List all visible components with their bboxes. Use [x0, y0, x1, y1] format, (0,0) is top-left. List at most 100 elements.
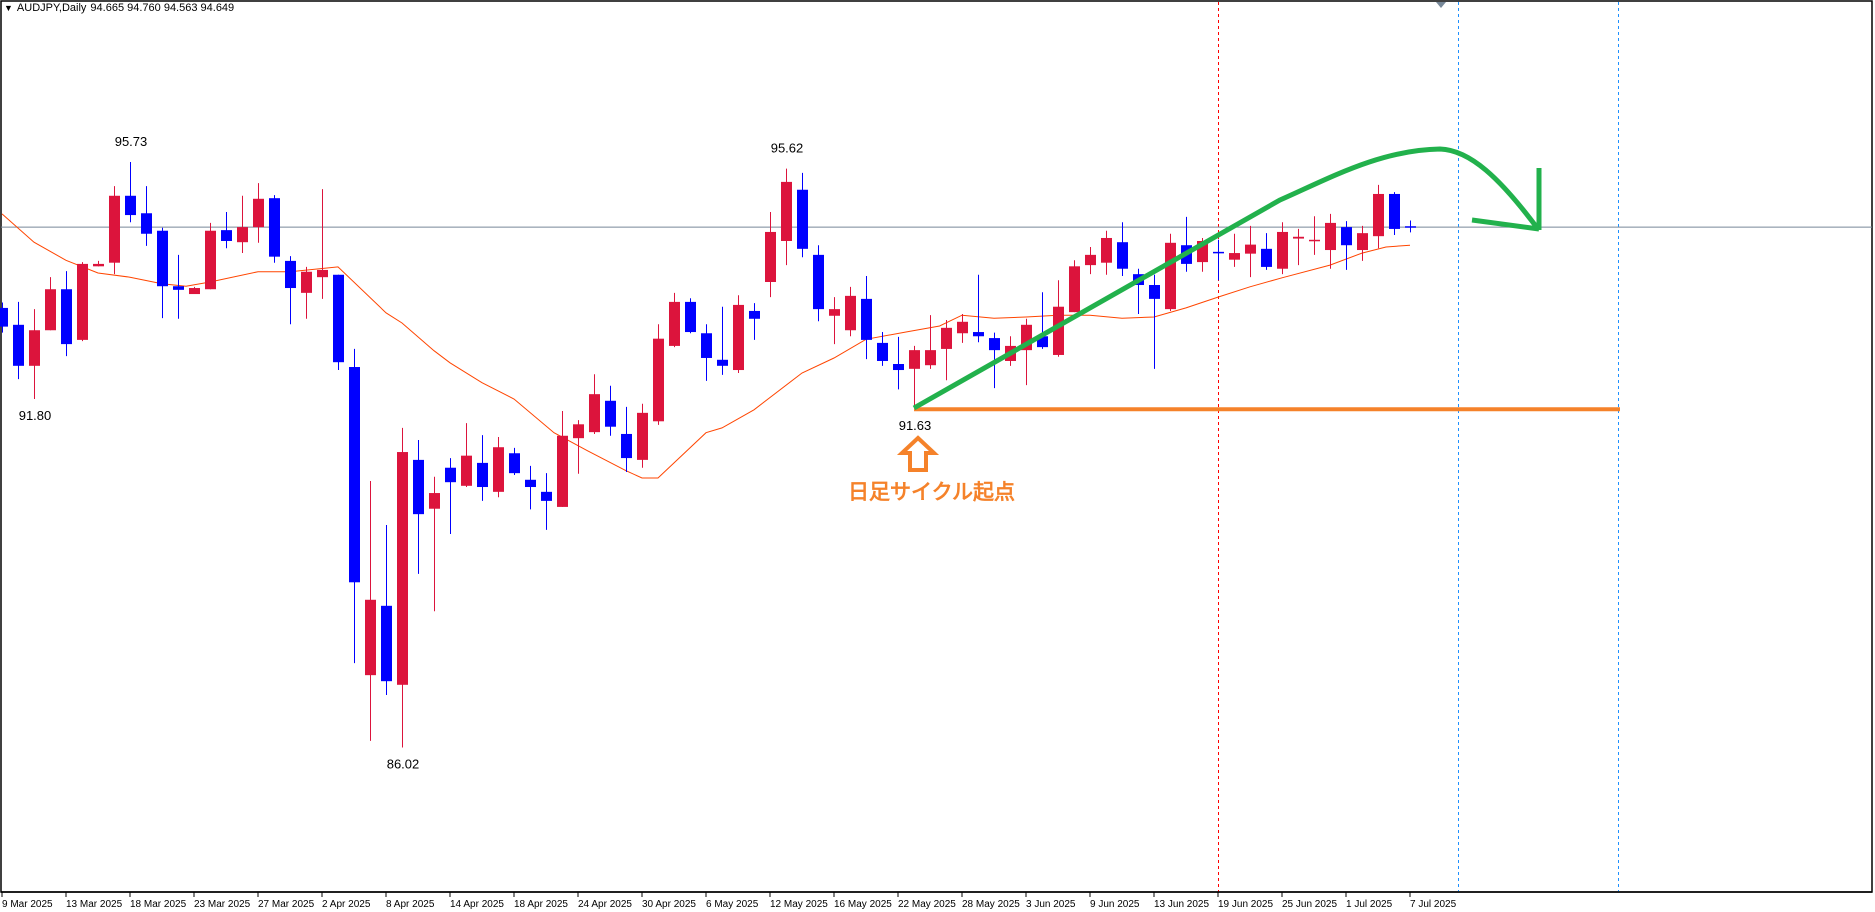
candle [77, 262, 88, 342]
candle-body [621, 433, 632, 459]
candle-body [1021, 324, 1032, 351]
candle-body [1053, 306, 1064, 355]
candle [109, 186, 120, 275]
candle [685, 298, 696, 334]
candle-body [13, 324, 24, 366]
candle-body [893, 364, 904, 371]
candle [669, 292, 680, 348]
x-tick-label: 13 Jun 2025 [1154, 899, 1209, 910]
candle-body [157, 230, 168, 287]
chart-shift-marker-icon[interactable] [1436, 2, 1446, 8]
candle-body [445, 467, 456, 483]
candle [445, 458, 456, 535]
candle [429, 476, 440, 612]
candle-body [1197, 240, 1208, 263]
x-tick-label: 1 Jul 2025 [1346, 899, 1393, 910]
candle [1117, 222, 1128, 276]
candle [285, 256, 296, 325]
candle-body [1405, 226, 1416, 228]
candle [1101, 230, 1112, 275]
price-label: 91.63 [899, 418, 932, 433]
x-tick-label: 25 Jun 2025 [1282, 899, 1337, 910]
x-tick-label: 30 Apr 2025 [642, 899, 696, 910]
candle-body [317, 269, 328, 278]
up-arrow-outline-icon [896, 435, 940, 472]
candle [557, 411, 568, 507]
x-axis: 9 Mar 2025 13 Mar 2025 18 Mar 2025 23 Mar 2… [1, 891, 1872, 910]
candle-body [653, 338, 664, 422]
candle [1357, 225, 1368, 261]
candle [653, 324, 664, 425]
candle-body [125, 195, 136, 216]
candle [605, 385, 616, 436]
candles [0, 162, 1416, 748]
candle-body [221, 230, 232, 241]
x-tick-label: 9 Mar 2025 [2, 899, 53, 910]
candle [589, 374, 600, 434]
candle-body [301, 271, 312, 293]
candle-body [733, 304, 744, 371]
candle-body [109, 195, 120, 263]
candle [637, 403, 648, 468]
price-labels: 95.73 91.80 95.62 86.02 91.63 [19, 134, 932, 772]
candle [397, 427, 408, 748]
candle-body [1293, 236, 1304, 239]
candle-body [429, 493, 440, 509]
candle-body [349, 367, 360, 583]
candle [509, 447, 520, 475]
candle [573, 420, 584, 474]
candle-body [237, 227, 248, 243]
candle-body [1341, 227, 1352, 246]
forecast-curve[interactable] [912, 146, 1541, 411]
candle [909, 345, 920, 410]
candle [141, 186, 152, 246]
candle-body [141, 213, 152, 234]
candle [13, 301, 24, 380]
candle-body [477, 462, 488, 488]
x-tick-label: 2 Apr 2025 [322, 899, 371, 910]
candle-body [605, 400, 616, 427]
candle [125, 162, 136, 223]
x-tick-label: 22 May 2025 [898, 899, 956, 910]
candle [701, 324, 712, 381]
candle [1309, 216, 1320, 255]
candle [1085, 247, 1096, 275]
x-tick-label: 19 Jun 2025 [1218, 899, 1273, 910]
candle [301, 266, 312, 319]
candle [157, 227, 168, 319]
candle-body [1069, 266, 1080, 313]
candle [861, 275, 872, 360]
candle [957, 313, 968, 343]
candle [237, 195, 248, 254]
candle-body [1277, 231, 1288, 269]
candle [413, 439, 424, 574]
candle-body [45, 289, 56, 331]
candle-body [1149, 285, 1160, 299]
candle-body [813, 254, 824, 310]
candle [461, 423, 472, 488]
candle [221, 212, 232, 249]
x-tick-label: 3 Jun 2025 [1026, 899, 1076, 910]
candle [1389, 192, 1400, 235]
x-tick-label: 23 Mar 2025 [194, 899, 251, 910]
candle-body [717, 359, 728, 366]
candle [765, 212, 776, 298]
candle-body [861, 298, 872, 340]
x-tick-label: 27 Mar 2025 [258, 899, 315, 910]
candle-body [1037, 336, 1048, 348]
candle [1293, 228, 1304, 266]
candle-body [0, 307, 8, 327]
price-label: 86.02 [387, 757, 420, 772]
chart-header: ▼ AUDJPY,Daily 94.665 94.760 94.563 94.6… [4, 2, 234, 14]
chart-frame [0, 0, 1873, 893]
candle [813, 245, 824, 322]
candle-body [573, 424, 584, 439]
candle [1405, 220, 1416, 233]
candle [1021, 318, 1032, 386]
candle [173, 254, 184, 319]
triangle-down-icon[interactable]: ▼ [4, 3, 13, 13]
candle [877, 332, 888, 366]
candle [781, 168, 792, 266]
x-tick-label: 18 Mar 2025 [130, 899, 187, 910]
